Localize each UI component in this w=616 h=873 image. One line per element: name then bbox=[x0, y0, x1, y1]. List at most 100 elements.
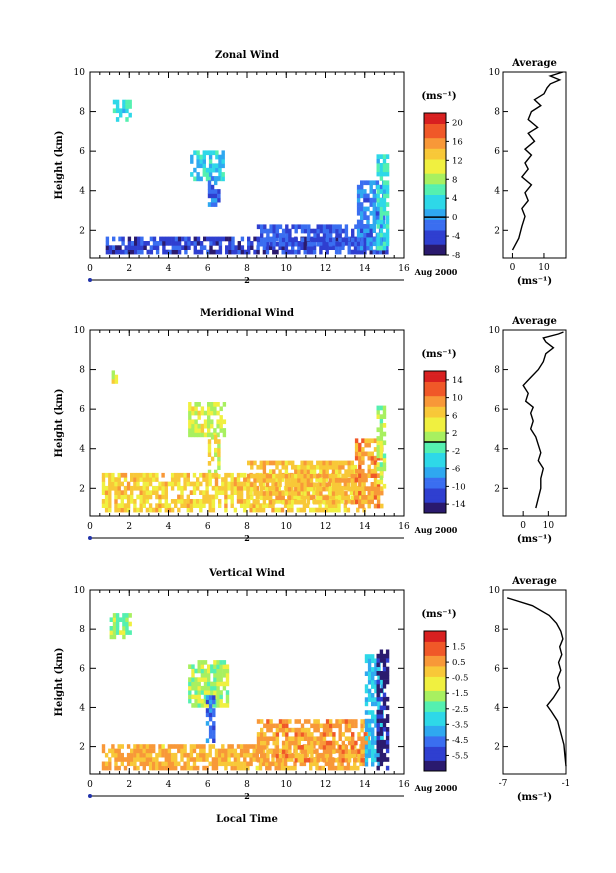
heatmap-cell bbox=[211, 507, 216, 513]
heatmap-cell bbox=[338, 749, 342, 754]
heatmap-cell bbox=[111, 744, 115, 749]
heatmap-cell bbox=[128, 630, 132, 635]
heatmap-cell bbox=[210, 685, 214, 691]
heatmap-cell bbox=[208, 699, 213, 705]
heatmap-cell bbox=[290, 757, 294, 762]
heatmap-cell bbox=[327, 494, 332, 500]
heatmap-cell bbox=[313, 749, 317, 754]
heatmap-cell bbox=[287, 757, 291, 762]
heatmap-cell bbox=[356, 472, 360, 478]
heatmap-cell bbox=[300, 736, 305, 741]
heatmap-cell bbox=[376, 224, 380, 229]
heatmap-cell bbox=[334, 491, 339, 496]
heatmap-cell bbox=[335, 224, 339, 230]
heatmap-cell bbox=[239, 481, 244, 487]
heatmap-cell bbox=[101, 765, 106, 771]
heatmap-cell bbox=[284, 469, 289, 474]
heatmap-cell bbox=[236, 481, 241, 487]
heatmap-cell bbox=[189, 490, 194, 495]
heatmap-cell bbox=[291, 478, 295, 483]
heatmap-cell bbox=[371, 675, 375, 681]
heatmap-cell bbox=[364, 684, 369, 689]
heatmap-cell bbox=[291, 727, 295, 733]
average-y-tick-label: 10 bbox=[489, 68, 501, 78]
heatmap-cell bbox=[385, 167, 390, 173]
heatmap-cell bbox=[253, 473, 257, 479]
heatmap-cell bbox=[283, 503, 288, 508]
heatmap-cell bbox=[294, 464, 298, 470]
heatmap-cell bbox=[309, 761, 313, 767]
heatmap-cell bbox=[278, 727, 283, 733]
heatmap-cell bbox=[351, 241, 355, 247]
heatmap-cell bbox=[227, 744, 231, 749]
heatmap-cell bbox=[216, 419, 220, 425]
heatmap-cell bbox=[188, 415, 192, 420]
heatmap-cell bbox=[208, 725, 213, 731]
heatmap-cell bbox=[294, 224, 298, 230]
heatmap-cell bbox=[350, 499, 354, 505]
heatmap-cell bbox=[121, 249, 125, 255]
heatmap-cell bbox=[297, 469, 301, 474]
heatmap-cell bbox=[331, 478, 336, 483]
heatmap-cell bbox=[190, 241, 194, 246]
heatmap-cell bbox=[290, 485, 294, 491]
heatmap-cell bbox=[299, 761, 303, 767]
heatmap-cell bbox=[219, 694, 223, 700]
heatmap-cell bbox=[363, 215, 367, 220]
heatmap-cell bbox=[297, 245, 301, 250]
heatmap-cell bbox=[196, 154, 200, 160]
heatmap-cell bbox=[376, 653, 380, 659]
heatmap-cell bbox=[369, 224, 373, 229]
heatmap-cell bbox=[350, 478, 354, 483]
heatmap-cell bbox=[379, 232, 384, 238]
heatmap-cell bbox=[379, 171, 384, 177]
heatmap-cell bbox=[288, 237, 292, 243]
heatmap-cell bbox=[191, 423, 195, 429]
heatmap-cell bbox=[306, 482, 311, 488]
heatmap-cell bbox=[379, 418, 384, 424]
heatmap-cell bbox=[353, 245, 358, 250]
colorbar-band bbox=[424, 166, 446, 171]
heatmap-cell bbox=[104, 752, 109, 758]
heatmap-cell bbox=[280, 477, 285, 482]
heatmap-cell bbox=[376, 409, 380, 415]
heatmap-cell bbox=[155, 490, 159, 495]
heatmap-cell bbox=[329, 732, 333, 737]
heatmap-cell bbox=[353, 765, 357, 771]
heatmap-cell bbox=[303, 236, 307, 242]
heatmap-cell bbox=[319, 753, 323, 759]
heatmap-cell bbox=[260, 237, 264, 243]
heatmap-cell bbox=[240, 249, 245, 255]
heatmap-cell bbox=[207, 419, 211, 425]
heatmap-cells bbox=[101, 370, 387, 513]
heatmap-cell bbox=[297, 224, 301, 230]
heatmap-cell bbox=[207, 410, 211, 416]
heatmap-cell bbox=[243, 752, 247, 758]
heatmap-cell bbox=[306, 495, 311, 501]
heatmap-cell bbox=[145, 507, 150, 513]
heatmap-cell bbox=[109, 626, 113, 631]
heatmap-cell bbox=[360, 232, 364, 238]
heatmap-cell bbox=[351, 740, 355, 746]
heatmap-cell bbox=[325, 249, 329, 255]
heatmap-cell bbox=[202, 499, 206, 504]
heatmap-cell bbox=[196, 249, 201, 255]
heatmap-cell bbox=[382, 718, 387, 723]
heatmap-cell bbox=[356, 228, 361, 233]
heatmap-cell bbox=[373, 495, 378, 500]
heatmap-cell bbox=[265, 503, 269, 508]
heatmap-cell bbox=[361, 460, 365, 465]
colorbar-band bbox=[424, 484, 446, 489]
heatmap-cell bbox=[370, 495, 374, 500]
heatmap-cell bbox=[208, 154, 213, 160]
heatmap-cell bbox=[278, 491, 282, 496]
heatmap-cell bbox=[148, 503, 153, 508]
heatmap-cell bbox=[114, 757, 118, 762]
heatmap-cell bbox=[341, 495, 345, 501]
heatmap-cell bbox=[360, 736, 364, 741]
heatmap-cell bbox=[159, 236, 163, 242]
heatmap-cell bbox=[260, 228, 264, 234]
heatmap-cell bbox=[338, 486, 342, 492]
heatmap-cell bbox=[260, 740, 264, 746]
colorbar-band bbox=[424, 130, 446, 135]
